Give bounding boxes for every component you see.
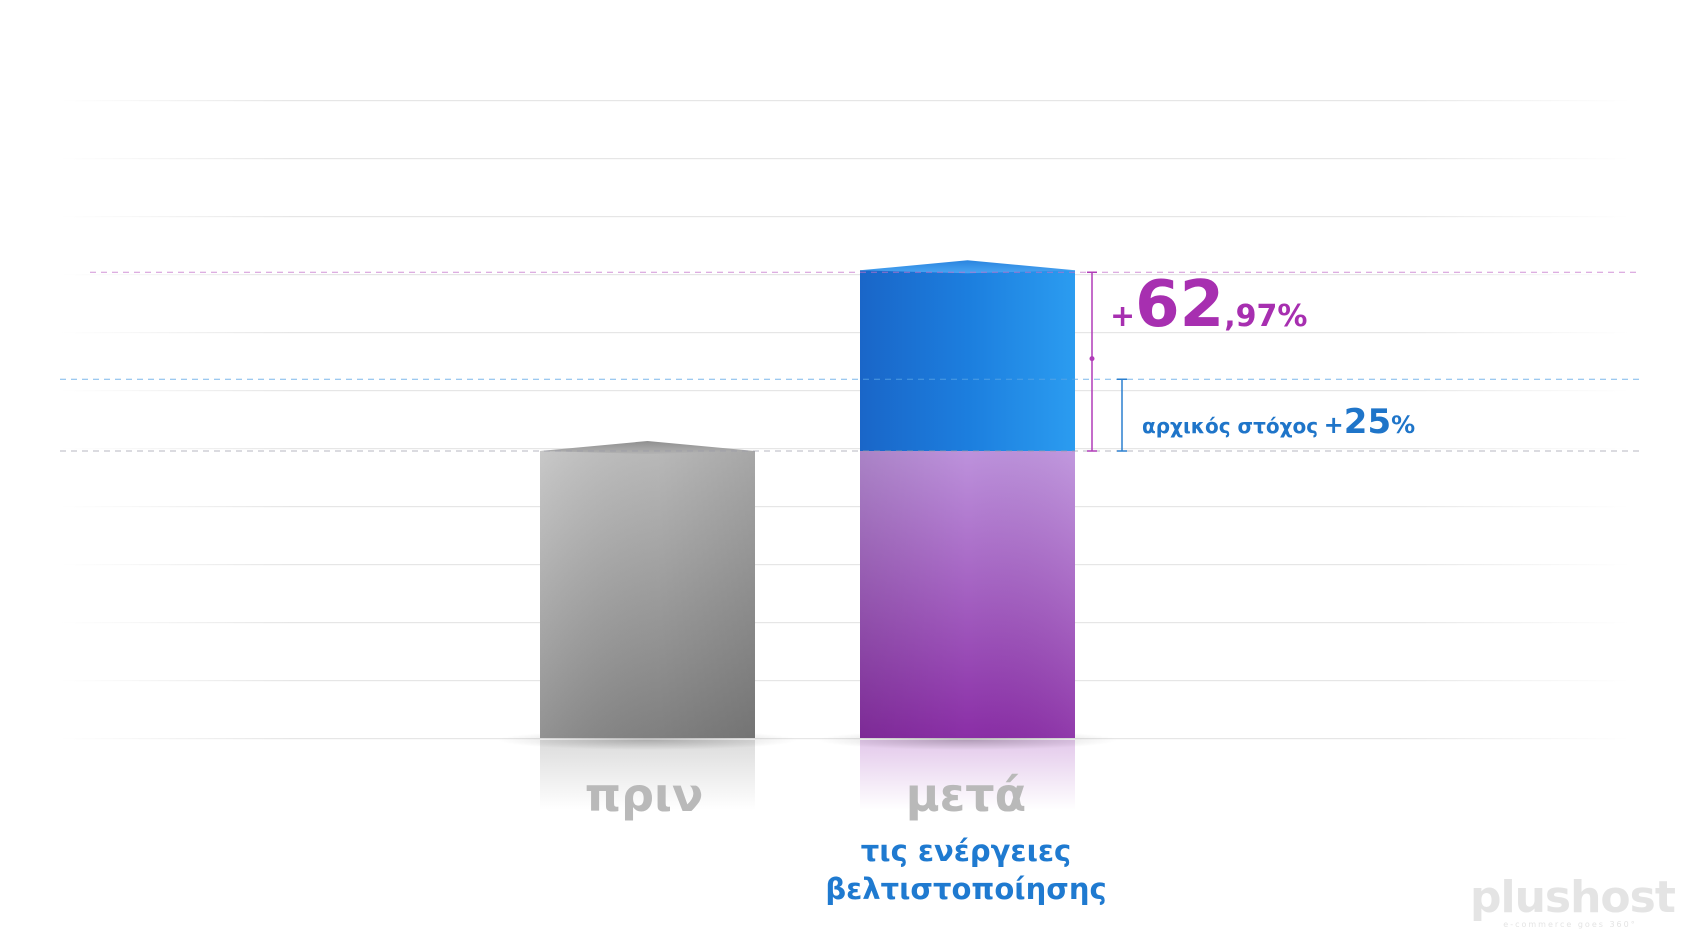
target-plus: + (1323, 411, 1344, 439)
target-annotation: αρχικός στόχος +25% (1142, 402, 1415, 442)
target-text: αρχικός στόχος (1142, 414, 1319, 438)
gridline (60, 622, 1630, 624)
bar-before-shading (540, 451, 755, 738)
increase-decimals: ,97 (1224, 299, 1278, 334)
gridline (60, 506, 1630, 508)
gridline (60, 332, 1630, 334)
logo-wordmark: plushost (1470, 872, 1676, 923)
gridline (60, 448, 1630, 450)
gridline (60, 390, 1630, 392)
gridline (60, 158, 1630, 160)
bar-after-increase (860, 270, 1075, 451)
gridline (60, 100, 1630, 102)
increase-annotation: +62,97% (1110, 268, 1307, 342)
increase-plus: + (1110, 299, 1136, 334)
bar-after-top (860, 260, 1075, 274)
gridlines (60, 100, 1630, 740)
guide-lines (60, 271, 1640, 452)
increase-main: 62 (1135, 268, 1225, 342)
bar-reflection-after (860, 740, 1075, 810)
target-main: 25 (1343, 402, 1392, 442)
gridline (60, 274, 1630, 276)
gridline (60, 680, 1630, 682)
gridline (60, 564, 1630, 566)
category-label-before: πριν (584, 768, 704, 822)
bar-reflections (540, 740, 1075, 810)
bars (497, 260, 1118, 750)
bar-after-base-shading (860, 451, 1075, 738)
bar-reflection-before (540, 740, 755, 810)
category-label-after: μετά (905, 768, 1027, 822)
gridline (60, 216, 1630, 218)
logo-tagline: e-commerce goes 360° (1503, 920, 1637, 929)
increase-bracket-dot (1089, 356, 1095, 362)
category-subtitle-after: τις ενέργειες βελτιστοποίησης (825, 834, 1107, 906)
increase-percent: % (1277, 299, 1308, 334)
target-percent: % (1391, 411, 1416, 439)
plushost-logo: plushost e-commerce goes 360° (1470, 872, 1676, 930)
